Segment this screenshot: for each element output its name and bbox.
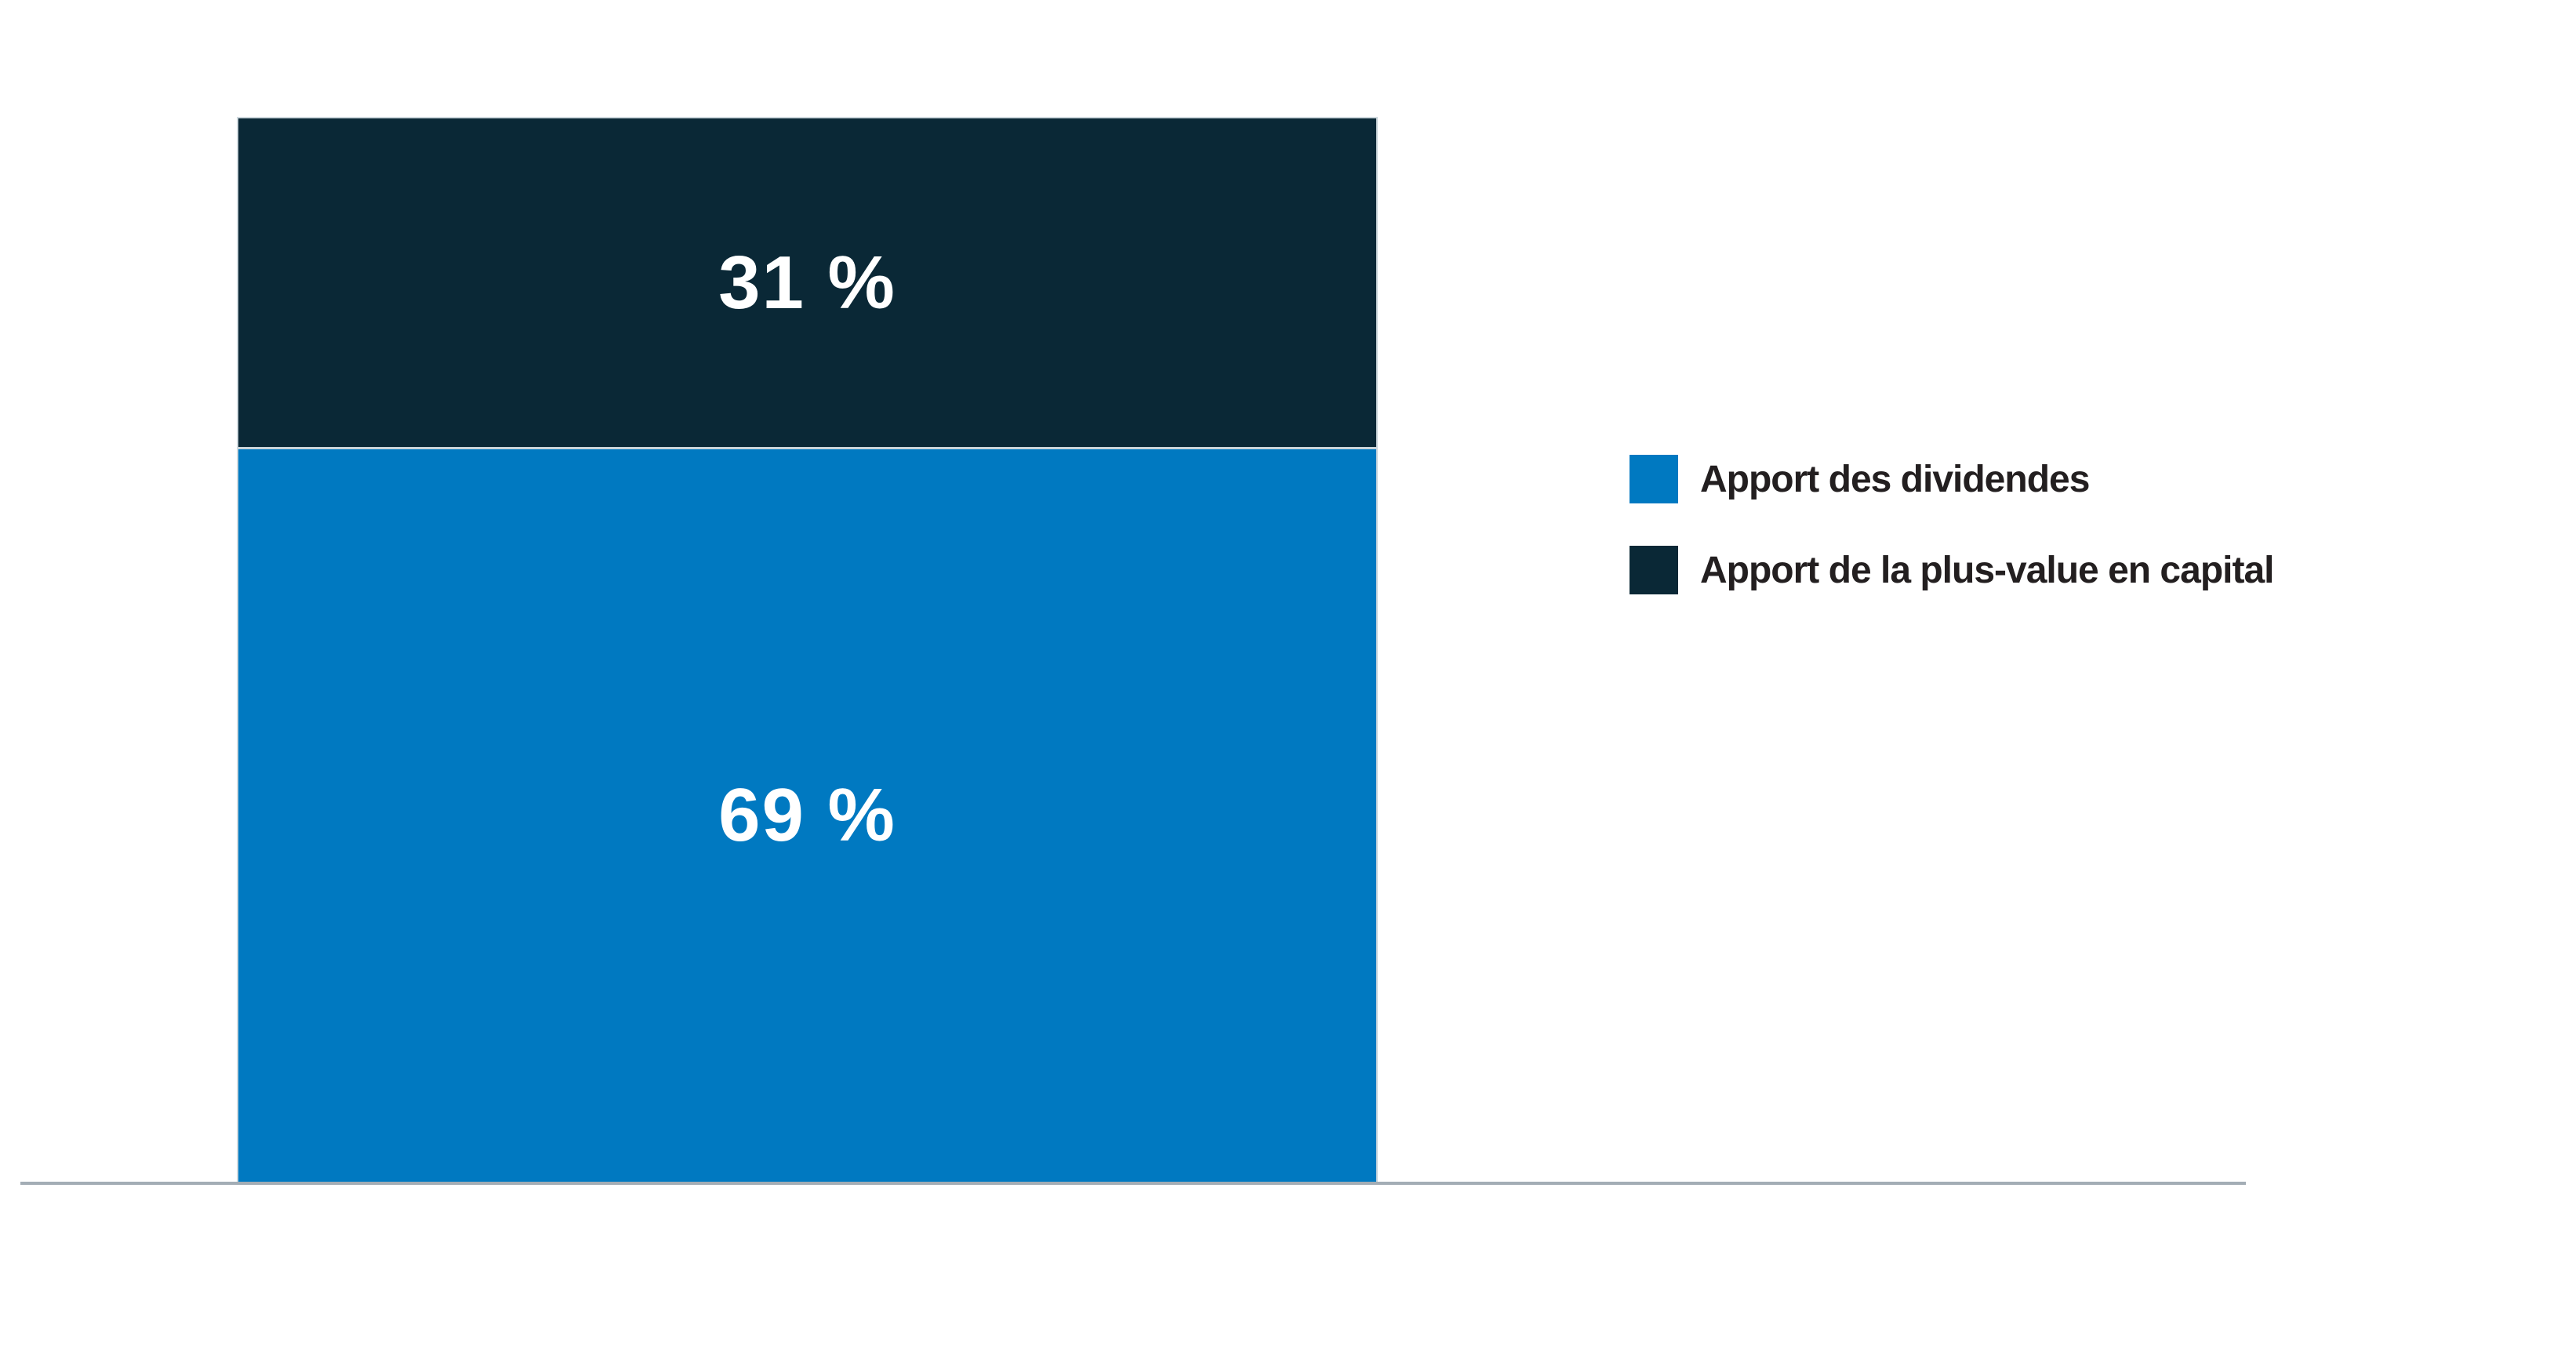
segment-value-label-dividends: 69 % [718, 773, 896, 858]
legend-swatch-capital-gain-icon [1630, 546, 1678, 594]
stacked-bar-total-return: 31 % 69 % [237, 117, 1378, 1182]
legend-label-capital-gain: Apport de la plus-value en capital [1700, 549, 2274, 591]
legend: Apport des dividendes Apport de la plus-… [1630, 455, 2274, 594]
legend-item-dividends: Apport des dividendes [1630, 455, 2274, 503]
legend-label-dividends: Apport des dividendes [1700, 458, 2090, 500]
bar-segment-dividends: 69 % [238, 447, 1376, 1182]
segment-value-label-capital-gain: 31 % [718, 240, 896, 325]
legend-swatch-dividends-icon [1630, 455, 1678, 503]
x-axis-line [20, 1182, 2246, 1185]
bar-segment-capital-gain: 31 % [238, 118, 1376, 448]
legend-item-capital-gain: Apport de la plus-value en capital [1630, 546, 2274, 594]
